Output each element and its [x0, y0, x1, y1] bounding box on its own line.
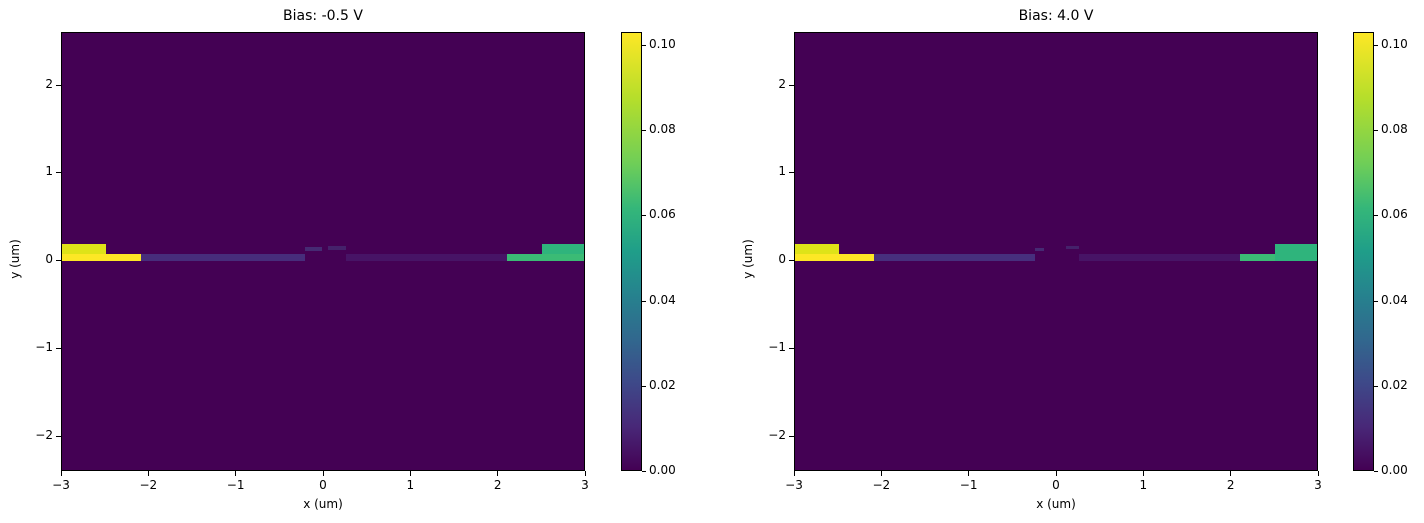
- x-axis-label: x (um): [1036, 497, 1076, 511]
- region-left-contact-bottom: [62, 254, 141, 262]
- region-slab-left: [140, 254, 305, 262]
- region-ridge-right-step: [328, 246, 346, 250]
- region-right-contact-top: [1275, 243, 1317, 262]
- colorbar-tick: [1374, 471, 1378, 472]
- chart-title: Bias: -0.5 V: [283, 8, 363, 24]
- x-tick-label: 3: [581, 478, 589, 492]
- colorbar-tick-label: 0.06: [649, 207, 676, 222]
- x-tick-label: −1: [226, 478, 245, 492]
- y-tick-label: 1: [778, 164, 786, 179]
- colorbar-tick-label: 0.10: [1381, 36, 1408, 51]
- x-tick-label: 1: [1139, 478, 1148, 492]
- region-left-contact-top: [62, 243, 106, 255]
- x-tick: [1142, 471, 1144, 476]
- x-tick: [1317, 471, 1319, 476]
- x-tick-label: −2: [872, 478, 891, 492]
- colorbar-tick: [642, 300, 646, 302]
- colorbar-tick-label: 0.10: [649, 36, 676, 51]
- x-tick-label: 1: [406, 478, 415, 492]
- x-tick: [147, 471, 149, 476]
- region-left-contact-bottom: [795, 254, 874, 262]
- colorbar-tick-label: 0.08: [649, 122, 676, 137]
- x-tick-label: 2: [493, 478, 502, 492]
- region-slab-left: [873, 254, 1036, 262]
- colorbar-tick-label: 0.02: [1381, 377, 1408, 392]
- x-tick-label: 0: [1052, 478, 1060, 492]
- colorbar-tick-label: 0.02: [649, 377, 676, 392]
- region-ridge-right-step: [1065, 246, 1079, 249]
- x-tick-label: −3: [785, 478, 803, 492]
- y-tick-label: 0: [45, 252, 53, 267]
- y-tick-label: −2: [35, 427, 53, 442]
- y-tick: [56, 260, 61, 262]
- x-tick: [880, 471, 882, 476]
- colorbar-tick: [642, 44, 646, 46]
- colorbar-tick: [642, 385, 646, 387]
- region-right-contact-top: [542, 243, 584, 255]
- x-tick-label: −2: [139, 478, 158, 492]
- x-tick: [497, 471, 499, 476]
- colorbar-tick-label: 0.06: [1381, 207, 1408, 222]
- y-tick-label: 2: [45, 76, 53, 91]
- y-tick-label: −2: [768, 427, 786, 442]
- region-ridge-left-step: [304, 247, 323, 251]
- colorbar: [621, 32, 642, 471]
- x-tick: [793, 471, 795, 476]
- y-tick-label: −1: [768, 340, 786, 355]
- region-ridge-left-step: [1035, 248, 1044, 251]
- colorbar-tick-label: 0.08: [1381, 122, 1408, 137]
- x-tick: [1230, 471, 1232, 476]
- y-tick-label: 0: [778, 252, 786, 267]
- plot-area: [794, 32, 1318, 471]
- x-tick: [584, 471, 586, 476]
- y-tick: [56, 84, 61, 86]
- x-tick: [60, 471, 62, 476]
- colorbar-tick-label: 0.00: [649, 463, 676, 477]
- colorbar-tick: [1374, 385, 1378, 387]
- chart-title: Bias: 4.0 V: [1018, 8, 1094, 24]
- colorbar-tick: [1374, 44, 1378, 46]
- colorbar-tick-label: 0.04: [649, 292, 676, 307]
- colorbar-tick-label: 0.04: [1381, 292, 1408, 307]
- y-axis-label: y (um): [741, 239, 755, 280]
- x-axis-label: x (um): [303, 497, 343, 511]
- y-tick: [789, 172, 794, 174]
- x-tick-label: −3: [52, 478, 70, 492]
- region-slab-right: [345, 254, 508, 262]
- plot-area: [61, 32, 585, 471]
- region-right-contact-bottom: [507, 254, 584, 262]
- x-tick: [968, 471, 970, 476]
- x-tick-label: 2: [1226, 478, 1235, 492]
- y-tick: [789, 260, 794, 262]
- y-tick-label: 2: [778, 76, 786, 91]
- y-axis-label: y (um): [8, 239, 22, 280]
- region-left-contact-top: [795, 243, 839, 255]
- colorbar-tick-label: 0.00: [1381, 463, 1408, 477]
- y-tick: [56, 172, 61, 174]
- y-tick: [789, 348, 794, 350]
- colorbar-tick: [642, 130, 646, 132]
- x-tick-label: 0: [319, 478, 327, 492]
- colorbar-tick: [642, 471, 646, 472]
- y-tick: [56, 435, 61, 437]
- colorbar-tick: [1374, 215, 1378, 217]
- x-tick: [409, 471, 411, 476]
- y-tick: [789, 435, 794, 437]
- y-tick-label: −1: [35, 340, 53, 355]
- region-slab-right: [1078, 254, 1241, 262]
- colorbar-tick: [642, 215, 646, 217]
- x-tick-label: −1: [959, 478, 978, 492]
- x-tick: [1055, 471, 1057, 476]
- x-tick: [235, 471, 237, 476]
- x-tick: [322, 471, 324, 476]
- y-tick: [56, 348, 61, 350]
- colorbar: [1353, 32, 1374, 471]
- x-tick-label: 3: [1314, 478, 1322, 492]
- y-tick-label: 1: [45, 164, 53, 179]
- colorbar-tick: [1374, 300, 1378, 302]
- region-right-contact-bottom: [1240, 254, 1276, 262]
- y-tick: [789, 84, 794, 86]
- colorbar-tick: [1374, 130, 1378, 132]
